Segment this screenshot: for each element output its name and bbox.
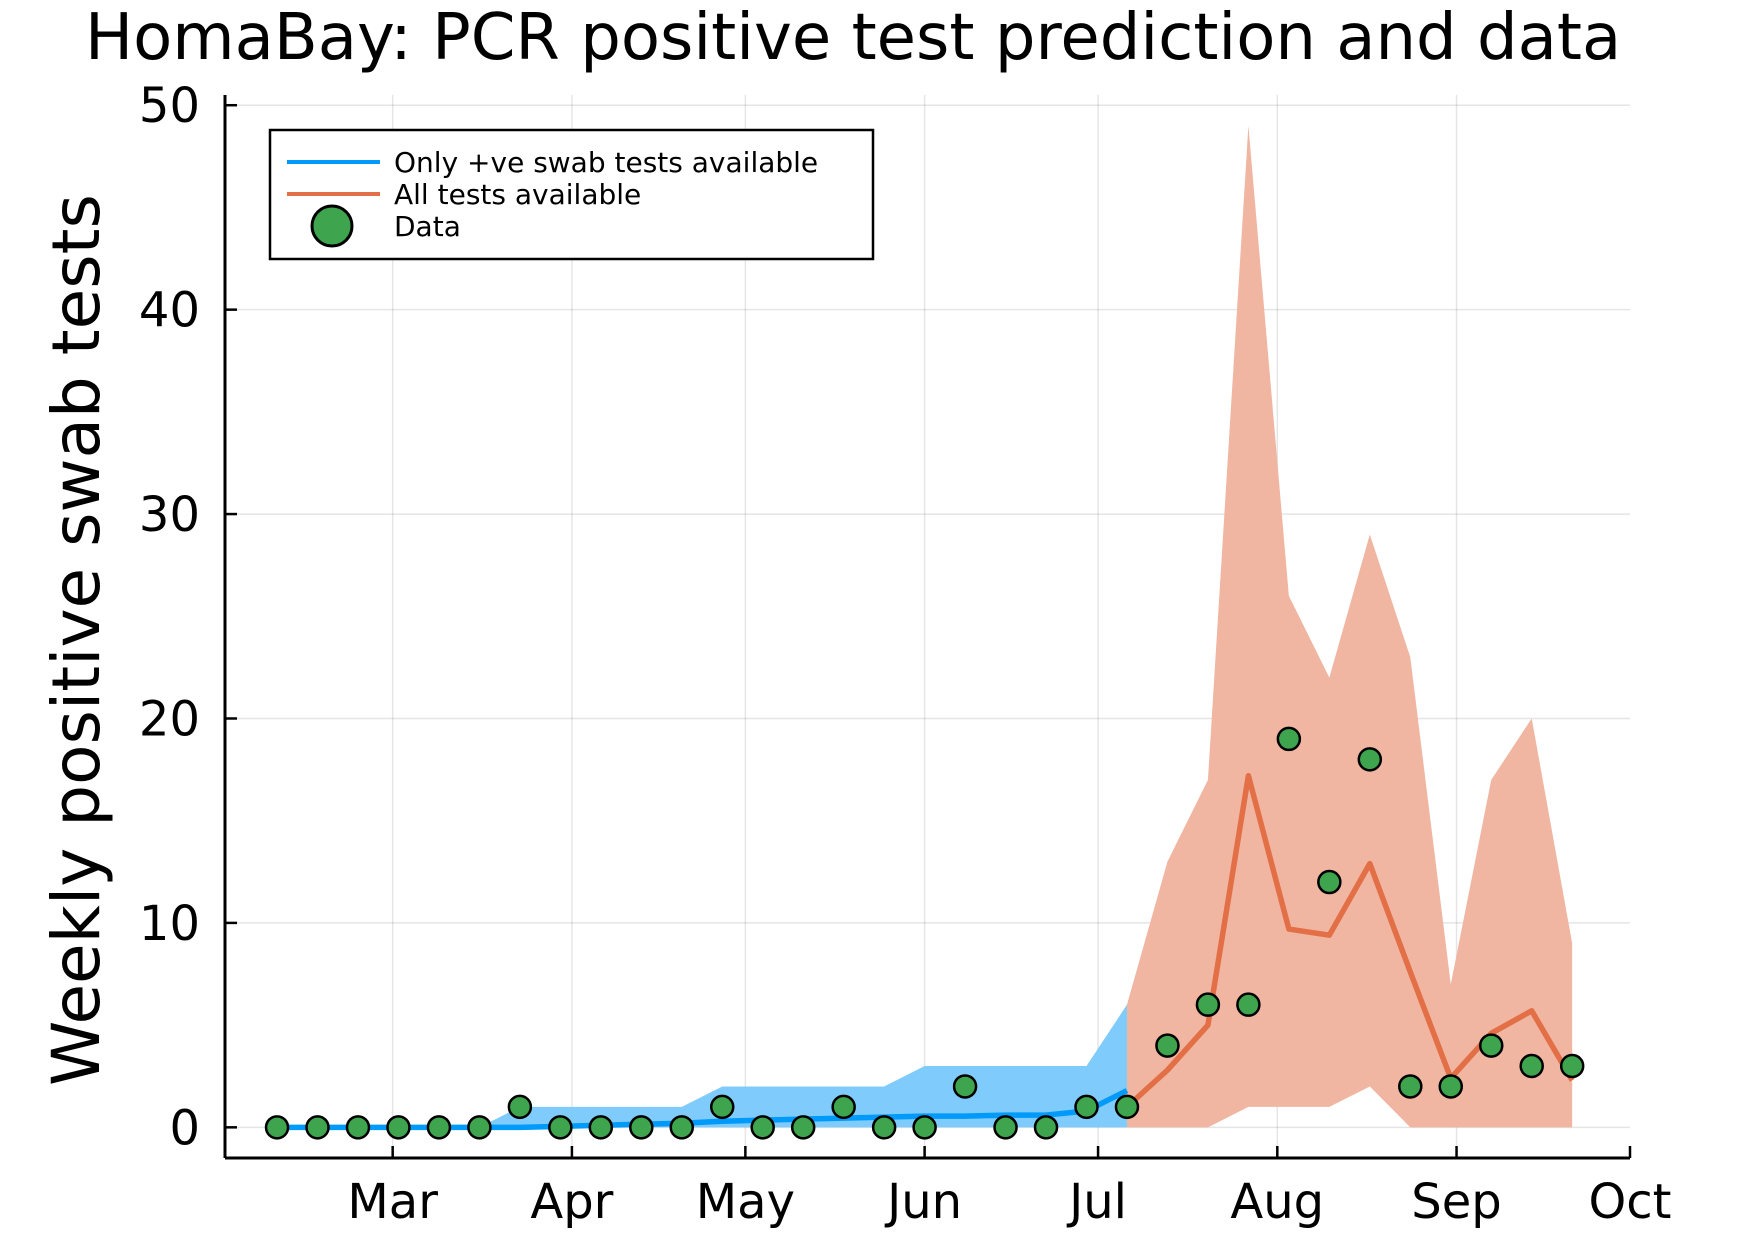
- data-point: [1438, 1074, 1464, 1099]
- data-point: [1559, 1053, 1585, 1079]
- data-point: [1519, 1053, 1544, 1079]
- data-point: [993, 1115, 1018, 1140]
- y-tick-label: 20: [139, 691, 200, 747]
- series-1-band: [1126, 125, 1573, 1128]
- band-layer: [277, 125, 1573, 1128]
- data-point: [1033, 1115, 1059, 1140]
- x-tick-label: Apr: [530, 1174, 613, 1230]
- series-0-band: [277, 1004, 1127, 1128]
- data-point: [1236, 992, 1261, 1017]
- y-axis-title: Weekly positive swab tests: [38, 194, 115, 1086]
- data-point: [588, 1115, 614, 1140]
- legend-marker-data: [310, 204, 354, 248]
- data-point: [790, 1115, 816, 1140]
- y-tick-label: 0: [169, 1100, 200, 1156]
- data-point: [1155, 1033, 1180, 1058]
- data-point: [629, 1115, 654, 1140]
- tick-layer: Mar Apr May Jun Jul Aug Sep Oct 0 10 20 30 40 50: [139, 78, 1672, 1230]
- x-tick-label: Oct: [1589, 1174, 1672, 1230]
- legend-label-0: Only +ve swab tests available: [394, 146, 818, 179]
- chart-title: HomaBay: PCR positive test prediction an…: [85, 1, 1621, 75]
- series-1-line: [1125, 772, 1575, 1109]
- data-point: [1074, 1094, 1099, 1120]
- line-layer: [277, 772, 1575, 1131]
- x-tick-label: Mar: [347, 1174, 438, 1230]
- y-tick-label: 10: [139, 896, 200, 952]
- data-point: [952, 1074, 978, 1099]
- data-point: [1195, 992, 1221, 1017]
- data-point: [467, 1115, 492, 1140]
- x-tick-label: Aug: [1230, 1174, 1324, 1230]
- data-point: [871, 1115, 897, 1140]
- data-point: [426, 1115, 452, 1140]
- data-point: [1114, 1094, 1140, 1120]
- data-point: [669, 1115, 695, 1140]
- data-point: [386, 1115, 411, 1140]
- y-tick-label: 30: [139, 487, 200, 543]
- x-tick-label: Jul: [1066, 1174, 1127, 1230]
- data-point: [709, 1094, 735, 1120]
- y-tick-label: 50: [139, 78, 200, 134]
- data-point: [305, 1115, 330, 1140]
- data-point: [548, 1115, 573, 1140]
- data-point: [1398, 1074, 1423, 1099]
- series-0-line: [277, 1088, 1129, 1131]
- data-point: [1317, 869, 1342, 895]
- y-tick-label: 40: [139, 283, 200, 339]
- data-point: [1478, 1033, 1504, 1058]
- data-point: [912, 1115, 937, 1140]
- data-point: [264, 1115, 290, 1140]
- axis-layer: [223, 95, 1630, 1160]
- x-tick-label: Sep: [1411, 1174, 1501, 1230]
- legend-label-1: All tests available: [394, 178, 641, 211]
- data-point: [1276, 726, 1302, 752]
- x-tick-label: Jun: [884, 1174, 962, 1230]
- data-point: [507, 1094, 533, 1120]
- legend-label-2: Data: [394, 210, 461, 243]
- data-point: [831, 1094, 856, 1120]
- x-tick-label: May: [696, 1174, 795, 1230]
- data-point: [1357, 747, 1383, 772]
- point-layer: [264, 726, 1585, 1140]
- data-point: [750, 1115, 775, 1140]
- data-point: [345, 1115, 371, 1140]
